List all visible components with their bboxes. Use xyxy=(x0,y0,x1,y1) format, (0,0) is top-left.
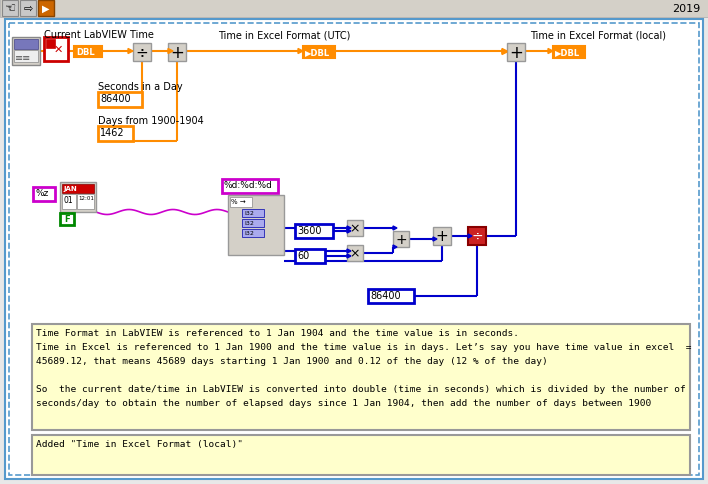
Text: 45689.12, that means 45689 days starting 1 Jan 1900 and 0.12 of the day (12 % of: 45689.12, that means 45689 days starting… xyxy=(36,356,548,365)
Bar xyxy=(433,227,451,245)
Text: ⇨: ⇨ xyxy=(23,4,33,14)
Polygon shape xyxy=(347,255,351,258)
Bar xyxy=(242,229,264,238)
Bar xyxy=(347,245,363,261)
Bar xyxy=(32,324,690,430)
Bar xyxy=(228,196,284,256)
Text: Time in Excel is referenced to 1 Jan 1900 and the time value is in days. Let’s s: Time in Excel is referenced to 1 Jan 190… xyxy=(36,342,692,351)
Bar xyxy=(0,0,708,18)
Bar xyxy=(507,44,525,62)
Text: I32: I32 xyxy=(244,211,254,215)
Text: ☜: ☜ xyxy=(4,2,16,15)
Polygon shape xyxy=(393,245,397,249)
Bar xyxy=(98,127,133,142)
Text: 60: 60 xyxy=(297,251,309,260)
Bar xyxy=(347,221,363,237)
Text: 86400: 86400 xyxy=(100,94,130,104)
Text: %z: %z xyxy=(35,189,48,197)
Bar xyxy=(368,289,414,303)
Text: Time in Excel Format (UTC): Time in Excel Format (UTC) xyxy=(218,30,350,40)
Text: ÷: ÷ xyxy=(472,229,483,243)
Text: 86400: 86400 xyxy=(370,290,401,301)
Bar xyxy=(303,47,335,59)
Bar xyxy=(33,188,55,201)
Polygon shape xyxy=(548,49,553,54)
Text: +: + xyxy=(435,229,448,244)
Text: +: + xyxy=(509,44,523,62)
Bar xyxy=(62,195,76,210)
Bar xyxy=(60,213,74,226)
Text: DBL: DBL xyxy=(76,48,95,57)
Bar xyxy=(393,231,409,247)
Text: Seconds in a Day: Seconds in a Day xyxy=(98,82,183,92)
Bar xyxy=(14,51,38,63)
Bar xyxy=(46,40,55,49)
Bar xyxy=(12,38,40,66)
Text: ▶DBL: ▶DBL xyxy=(305,48,330,57)
Bar xyxy=(98,93,142,108)
Polygon shape xyxy=(168,49,173,54)
Bar xyxy=(230,197,252,208)
Text: % →: % → xyxy=(231,198,246,205)
Polygon shape xyxy=(347,249,351,254)
Text: So  the current date/time in LabVIEW is converted into double (time in seconds) : So the current date/time in LabVIEW is c… xyxy=(36,384,686,393)
Bar xyxy=(242,220,264,227)
Bar xyxy=(2,1,18,17)
Text: +: + xyxy=(170,44,184,62)
Text: 12:01: 12:01 xyxy=(78,196,94,200)
Polygon shape xyxy=(393,227,397,230)
Polygon shape xyxy=(502,49,507,54)
Text: 1462: 1462 xyxy=(100,128,125,138)
Bar xyxy=(77,195,94,210)
Polygon shape xyxy=(468,235,472,239)
Bar xyxy=(468,227,486,245)
Bar xyxy=(60,182,96,212)
Bar xyxy=(133,44,151,62)
Polygon shape xyxy=(502,50,507,55)
Text: ×: × xyxy=(350,247,360,260)
Text: %d:%d:%d: %d:%d:%d xyxy=(224,181,273,190)
Bar xyxy=(38,1,54,17)
Text: ≡≡: ≡≡ xyxy=(15,53,31,63)
Text: Days from 1900-1904: Days from 1900-1904 xyxy=(98,116,204,126)
Bar xyxy=(74,47,102,58)
Text: ÷: ÷ xyxy=(136,45,149,60)
Bar xyxy=(295,249,325,263)
Text: seconds/day to obtain the number of elapsed days since 1 Jan 1904, then add the : seconds/day to obtain the number of elap… xyxy=(36,398,651,407)
Text: +: + xyxy=(395,232,407,246)
Bar xyxy=(62,184,94,194)
Polygon shape xyxy=(128,49,133,54)
Text: Time in Excel Format (local): Time in Excel Format (local) xyxy=(530,30,666,40)
Text: ✕: ✕ xyxy=(53,45,63,55)
Bar xyxy=(20,1,36,17)
Text: 01: 01 xyxy=(63,196,73,205)
Bar xyxy=(222,180,278,194)
Text: ×: × xyxy=(350,222,360,235)
Text: Added "Time in Excel Format (local)": Added "Time in Excel Format (local)" xyxy=(36,439,243,448)
Text: ▶: ▶ xyxy=(42,4,50,14)
Polygon shape xyxy=(433,238,437,242)
Text: Time Format in LabVIEW is referenced to 1 Jan 1904 and the time value is in seco: Time Format in LabVIEW is referenced to … xyxy=(36,328,519,337)
Text: 3600: 3600 xyxy=(297,226,321,236)
Bar xyxy=(553,47,585,59)
Text: Current LabVIEW Time: Current LabVIEW Time xyxy=(44,30,154,40)
Text: I32: I32 xyxy=(244,221,254,226)
Text: JAN: JAN xyxy=(63,186,77,192)
Text: I32: I32 xyxy=(244,230,254,236)
Bar xyxy=(168,44,186,62)
Bar xyxy=(295,225,333,239)
Text: ▶DBL: ▶DBL xyxy=(555,48,580,57)
Polygon shape xyxy=(347,227,351,230)
Bar xyxy=(32,435,690,475)
Polygon shape xyxy=(347,229,351,233)
Bar xyxy=(14,40,38,50)
Bar xyxy=(44,38,68,62)
Text: 2019: 2019 xyxy=(672,4,700,14)
Polygon shape xyxy=(298,49,303,54)
Text: F: F xyxy=(64,215,70,224)
Bar xyxy=(242,210,264,217)
